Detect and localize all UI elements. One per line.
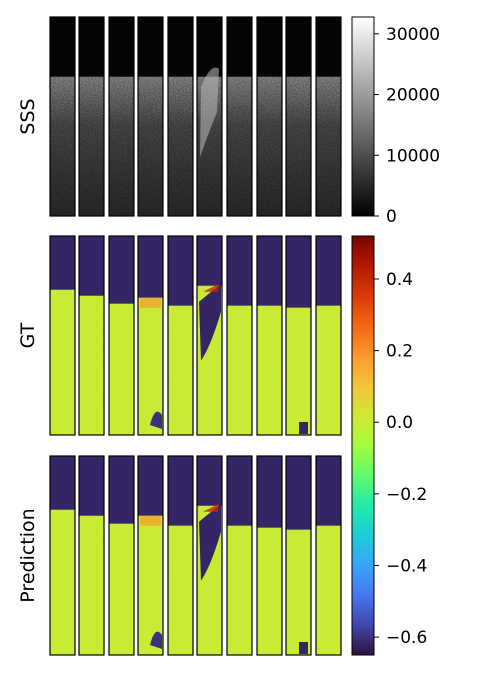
row-label-0: SSS (17, 98, 39, 134)
colorbar-tick-label: 0 (386, 207, 397, 227)
tile-border (196, 235, 223, 436)
colorbar-tick-label: 0.2 (386, 342, 413, 362)
tile-2-8 (285, 455, 312, 656)
tile-border (256, 235, 283, 436)
tile-border (226, 235, 253, 436)
sss-colorbar: 0 10000 20000 30000 (351, 16, 440, 227)
tile-border (226, 16, 253, 217)
tile-2-4 (167, 455, 194, 656)
tile-border (285, 16, 312, 217)
tile-border (196, 16, 223, 217)
value-colorbar-gradient (351, 235, 375, 656)
tile-2-7 (256, 455, 283, 656)
tile-border (256, 16, 283, 217)
tile-border (108, 235, 135, 436)
tile-0-5 (196, 16, 223, 217)
tile-0-4 (167, 16, 194, 217)
tile-border (108, 455, 135, 656)
tile-border (49, 16, 76, 217)
tile-2-1 (78, 455, 105, 656)
tile-border (315, 235, 342, 436)
colorbar-tick-label: 30000 (386, 25, 440, 45)
colorbar-tick-label: −0.6 (386, 628, 427, 648)
tile-2-2 (108, 455, 135, 656)
colorbar-tick-label: −0.2 (386, 485, 427, 505)
tile-0-8 (285, 16, 312, 217)
tile-0-9 (315, 16, 342, 217)
colorbar-tick-label: 0.4 (386, 270, 413, 290)
tile-1-5 (196, 235, 223, 436)
tile-2-3 (137, 455, 164, 656)
sss-colorbar-gradient (351, 16, 375, 217)
colorbar-tick-label: 10000 (386, 146, 440, 166)
tile-border (78, 16, 105, 217)
tile-0-0 (49, 16, 76, 217)
colorbar-tick-label: −0.4 (386, 556, 427, 576)
tile-1-4 (167, 235, 194, 436)
colorbar-tick-label: 20000 (386, 86, 440, 106)
tile-border (167, 235, 194, 436)
tile-2-9 (315, 455, 342, 656)
tile-1-6 (226, 235, 253, 436)
tile-1-0 (49, 235, 76, 436)
tile-border (137, 235, 164, 436)
tile-1-3 (137, 235, 164, 436)
tile-1-7 (256, 235, 283, 436)
tile-border (167, 16, 194, 217)
tile-border (256, 455, 283, 656)
tile-1-8 (285, 235, 312, 436)
tile-border (137, 455, 164, 656)
tile-1-9 (315, 235, 342, 436)
tile-0-1 (78, 16, 105, 217)
row-label-2: Prediction (17, 508, 39, 602)
tile-border (285, 455, 312, 656)
tile-border (49, 235, 76, 436)
tile-1-2 (108, 235, 135, 436)
tile-border (78, 455, 105, 656)
tile-border (167, 455, 194, 656)
tile-border (285, 235, 312, 436)
tile-2-6 (226, 455, 253, 656)
tile-border (315, 16, 342, 217)
tile-0-2 (108, 16, 135, 217)
value-colorbar: −0.6 −0.4 −0.2 0.0 0.2 0.4 (351, 235, 427, 656)
tile-border (108, 16, 135, 217)
row-label-1: GT (17, 322, 39, 348)
row-2: Prediction (17, 455, 342, 656)
row-1: GT (17, 235, 342, 436)
tile-border (78, 235, 105, 436)
tile-border (196, 455, 223, 656)
tile-2-0 (49, 455, 76, 656)
tile-border (226, 455, 253, 656)
row-0: SSS (17, 16, 342, 217)
tile-2-5 (196, 455, 223, 656)
tile-border (49, 455, 76, 656)
tile-border (315, 455, 342, 656)
tile-0-6 (226, 16, 253, 217)
tile-1-1 (78, 235, 105, 436)
tile-0-3 (137, 16, 164, 217)
tile-0-7 (256, 16, 283, 217)
colorbar-tick-label: 0.0 (386, 413, 413, 433)
tile-border (137, 16, 164, 217)
